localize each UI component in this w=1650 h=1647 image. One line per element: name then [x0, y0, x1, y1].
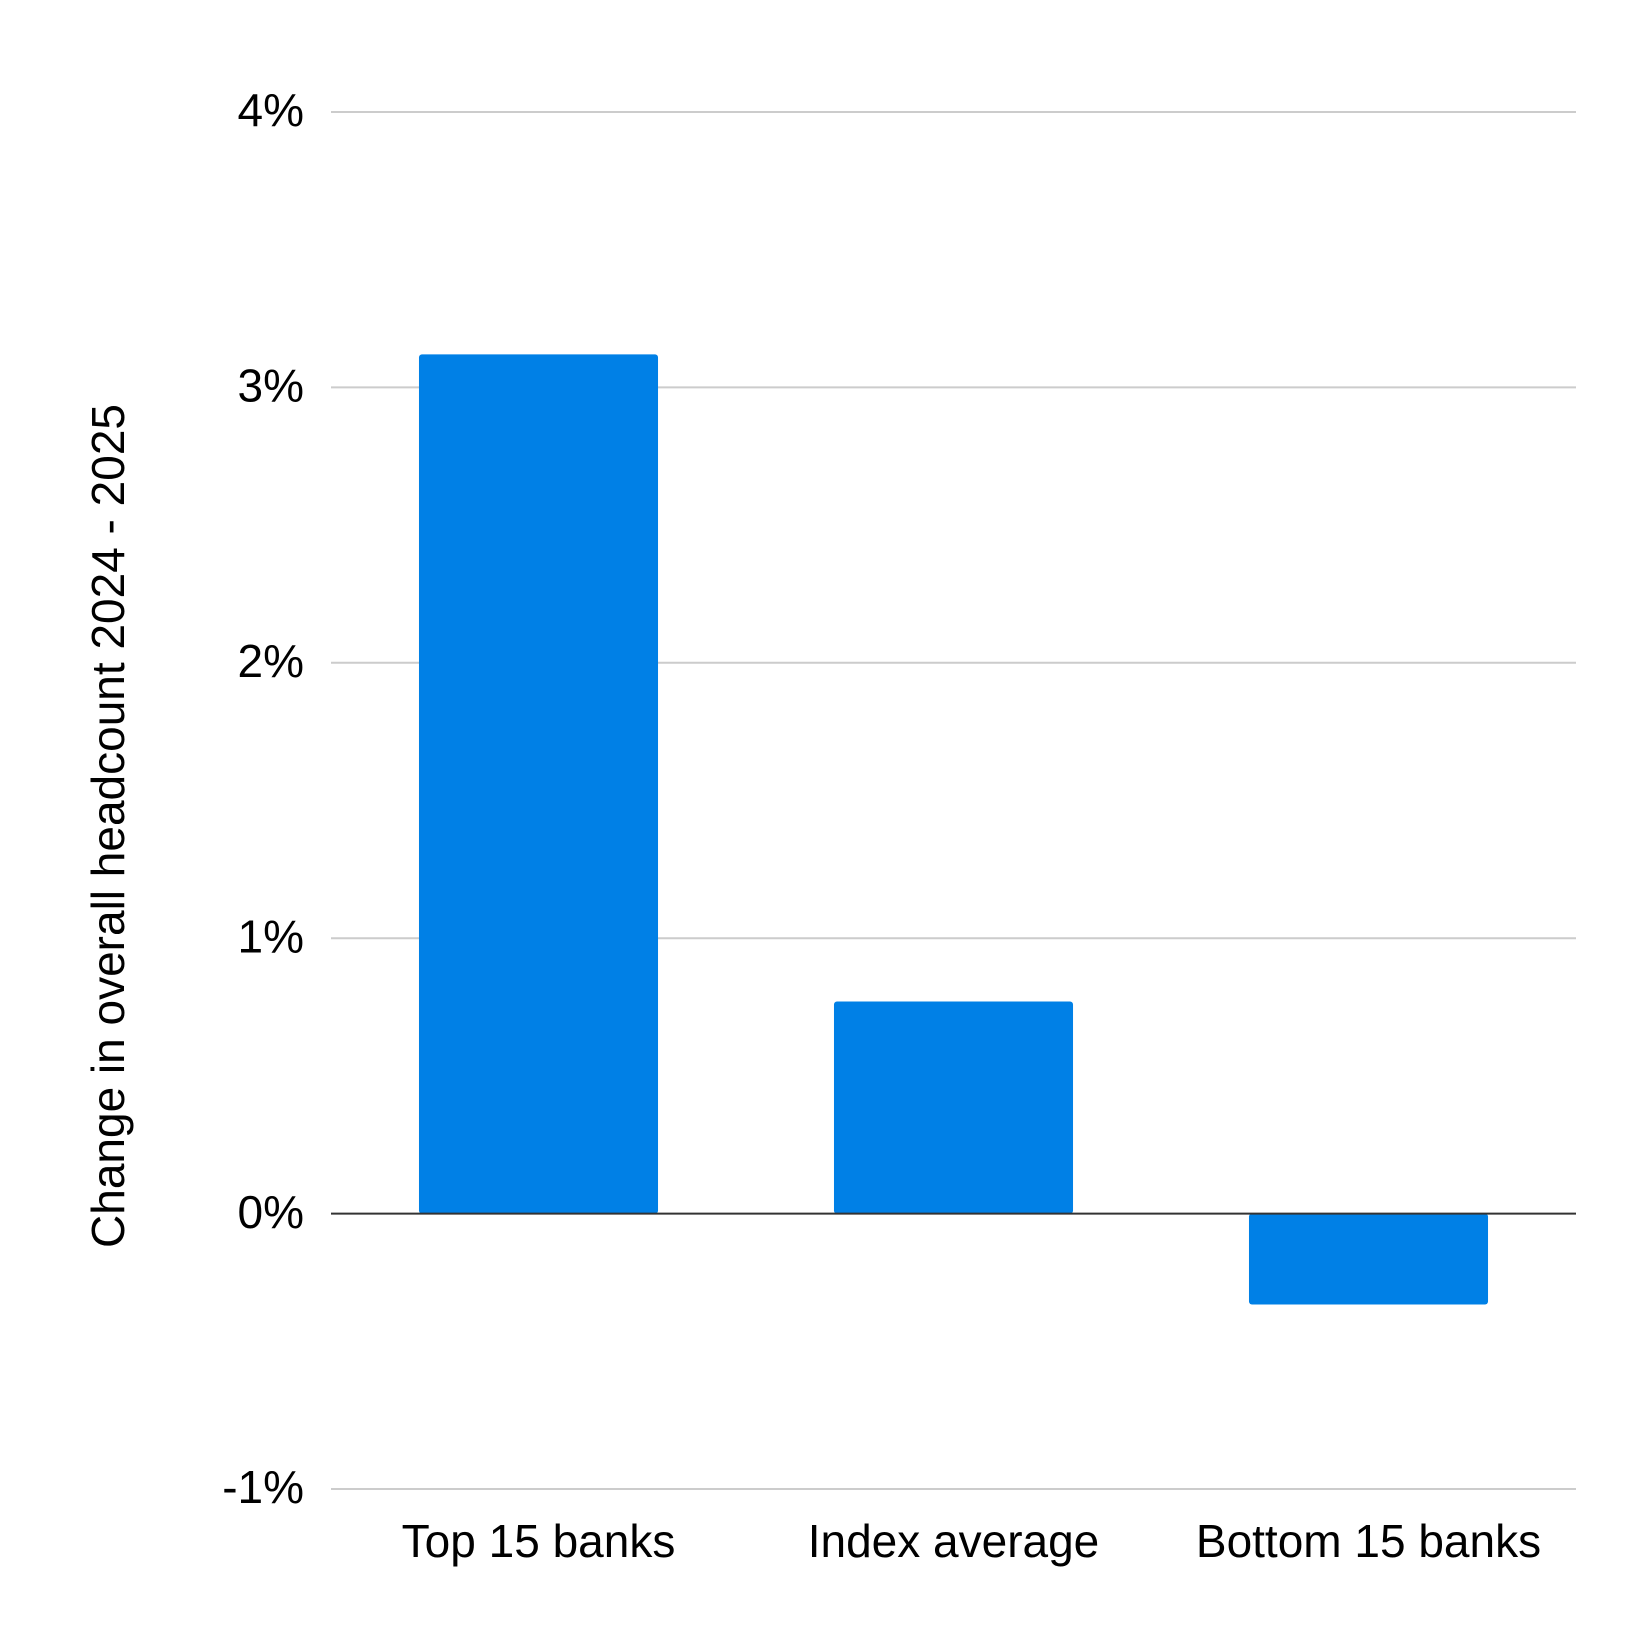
bar	[1248, 1213, 1489, 1305]
x-tick-label: Top 15 banks	[402, 1515, 676, 1567]
bar	[418, 354, 659, 1214]
y-tick-label: 4%	[238, 84, 304, 136]
y-tick-label: 3%	[238, 360, 304, 412]
x-tick-label: Bottom 15 banks	[1196, 1515, 1541, 1567]
x-tick-label: Index average	[808, 1515, 1100, 1567]
y-tick-label: 1%	[238, 910, 304, 962]
y-tick-label: -1%	[222, 1461, 304, 1513]
y-axis-label: Change in overall headcount 2024 - 2025	[82, 404, 134, 1248]
y-tick-label: 2%	[238, 635, 304, 687]
y-tick-label: 0%	[238, 1186, 304, 1238]
bar	[833, 1001, 1074, 1214]
